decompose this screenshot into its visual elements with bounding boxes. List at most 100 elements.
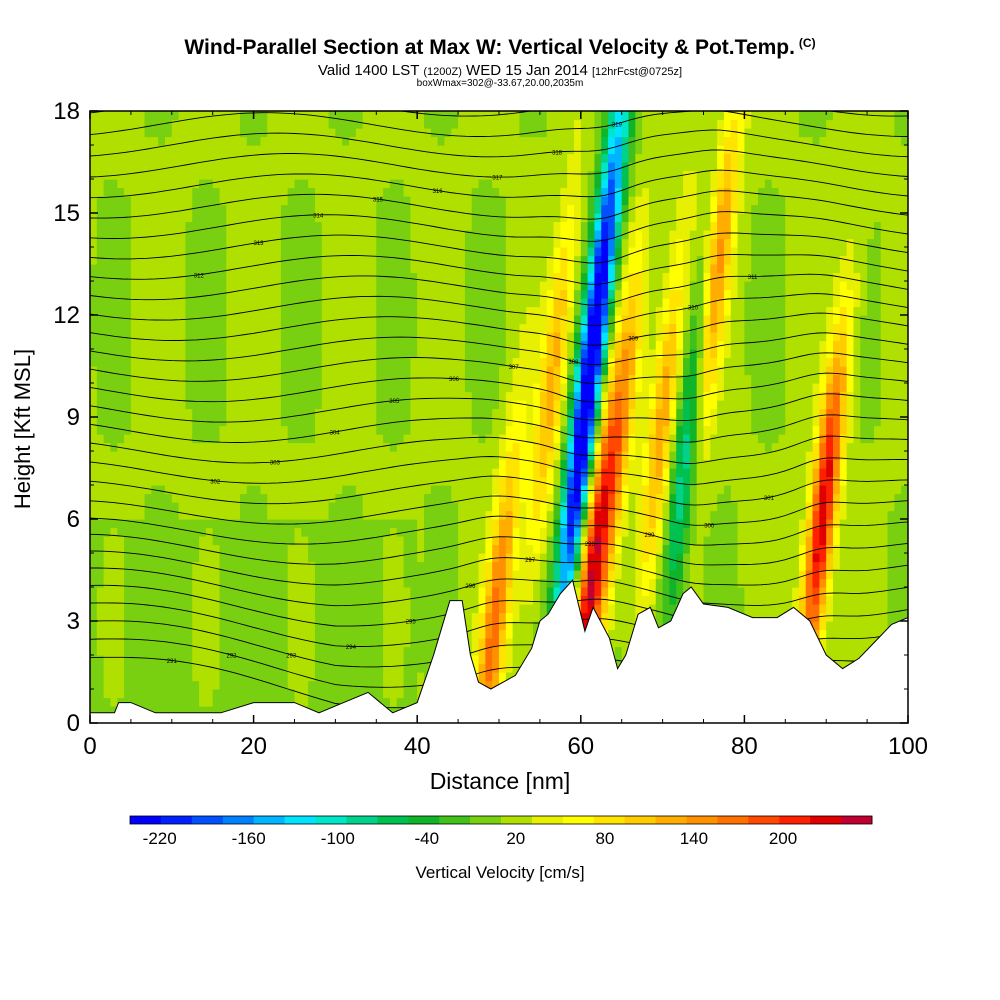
velocity-cell (430, 595, 439, 605)
velocity-cell (178, 578, 187, 588)
velocity-cell (369, 306, 377, 316)
velocity-cell (437, 298, 446, 308)
velocity-cell (124, 502, 132, 512)
velocity-cell (253, 145, 262, 155)
velocity-cell (533, 179, 541, 189)
velocity-cell (185, 306, 193, 316)
velocity-cell (389, 162, 398, 172)
velocity-cell (117, 315, 125, 325)
velocity-cell (464, 425, 473, 435)
velocity-cell (158, 221, 166, 231)
velocity-cell (383, 332, 391, 342)
velocity-cell (260, 298, 268, 308)
velocity-cell (349, 289, 357, 299)
velocity-cell (471, 153, 480, 163)
velocity-cell (424, 536, 432, 546)
velocity-cell (144, 204, 152, 214)
velocity-cell (117, 221, 125, 231)
velocity-cell (355, 408, 364, 418)
velocity-cell (144, 323, 152, 333)
velocity-cell (437, 408, 446, 418)
velocity-cell (546, 476, 555, 486)
velocity-cell (444, 502, 452, 512)
velocity-cell (90, 289, 98, 299)
velocity-cell (458, 162, 466, 172)
velocity-cell (321, 196, 330, 206)
velocity-cell (171, 519, 180, 529)
velocity-cell (396, 587, 405, 597)
velocity-cell (485, 544, 493, 554)
velocity-cell (328, 689, 336, 699)
velocity-cell (553, 272, 561, 282)
velocity-cell (205, 264, 214, 274)
velocity-cell (553, 468, 561, 478)
velocity-cell (144, 663, 152, 673)
velocity-cell (260, 247, 268, 257)
velocity-cell (546, 306, 555, 316)
velocity-cell (342, 527, 350, 537)
velocity-cell (212, 544, 221, 554)
velocity-cell (96, 255, 105, 265)
velocity-cell (335, 629, 343, 639)
velocity-cell (533, 119, 541, 129)
velocity-cell (239, 425, 248, 435)
velocity-cell (274, 425, 282, 435)
velocity-cell (226, 357, 234, 367)
velocity-cell (212, 323, 221, 333)
velocity-cell (137, 570, 146, 580)
velocity-cell (246, 587, 255, 597)
velocity-cell (274, 349, 282, 359)
velocity-cell (90, 408, 98, 418)
velocity-cell (124, 519, 132, 529)
velocity-cell (117, 697, 125, 707)
velocity-cell (130, 451, 139, 461)
velocity-cell (526, 153, 534, 163)
velocity-cell (239, 179, 248, 189)
velocity-cell (492, 170, 500, 180)
velocity-cell (151, 128, 159, 138)
velocity-cell (321, 136, 330, 146)
velocity-cell (219, 638, 227, 648)
velocity-cell (533, 332, 541, 342)
velocity-cell (376, 128, 384, 138)
velocity-cell (424, 544, 432, 554)
velocity-cell (280, 561, 289, 571)
velocity-cell (362, 153, 371, 163)
velocity-cell (410, 417, 418, 427)
velocity-cell (328, 612, 336, 622)
velocity-cell (158, 646, 166, 656)
velocity-cell (233, 170, 241, 180)
velocity-cell (287, 264, 296, 274)
velocity-cell (533, 187, 541, 197)
velocity-cell (103, 272, 112, 282)
velocity-cell (192, 204, 200, 214)
velocity-cell (396, 128, 405, 138)
velocity-cell (212, 697, 221, 707)
velocity-cell (280, 255, 289, 265)
velocity-cell (492, 281, 500, 291)
velocity-cell (158, 485, 166, 495)
velocity-cell (144, 408, 152, 418)
velocity-cell (546, 561, 555, 571)
velocity-cell (158, 442, 166, 452)
velocity-cell (362, 459, 371, 469)
velocity-cell (199, 383, 207, 393)
velocity-cell (103, 527, 112, 537)
velocity-cell (410, 510, 418, 520)
velocity-cell (403, 629, 411, 639)
velocity-cell (417, 527, 425, 537)
velocity-cell (117, 255, 125, 265)
velocity-cell (158, 332, 166, 342)
velocity-cell (192, 323, 200, 333)
velocity-cell (199, 502, 207, 512)
velocity-cell (178, 204, 187, 214)
velocity-cell (185, 544, 193, 554)
velocity-cell (287, 527, 296, 537)
velocity-cell (164, 417, 173, 427)
velocity-cell (376, 306, 384, 316)
velocity-cell (410, 374, 418, 384)
velocity-cell (219, 425, 227, 435)
velocity-cell (546, 578, 555, 588)
velocity-cell (110, 689, 118, 699)
velocity-cell (546, 383, 555, 393)
